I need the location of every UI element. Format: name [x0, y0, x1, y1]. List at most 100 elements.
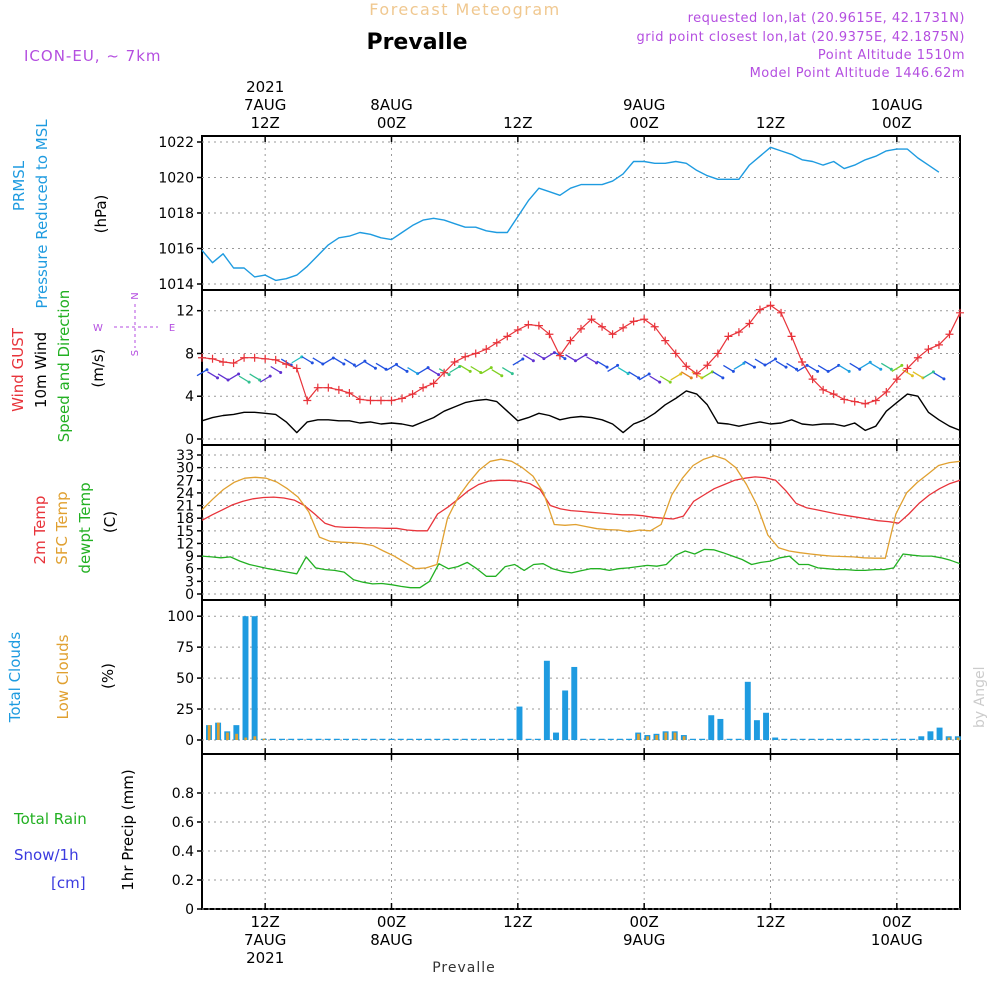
total-cloud-bar — [324, 738, 331, 740]
total-cloud-bar — [342, 738, 349, 740]
wind-direction-arrow — [775, 360, 787, 368]
y-tick-label: 8 — [185, 346, 194, 362]
wind-arrow-head — [500, 374, 504, 378]
total-cloud-bar — [242, 616, 249, 740]
bottom-time-label: 8AUG — [370, 931, 412, 949]
wind-direction-arrow — [301, 356, 313, 364]
low-cloud-bar — [226, 732, 229, 740]
wind-arrow-head — [900, 363, 904, 367]
top-time-label: 12Z — [503, 114, 532, 132]
top-time-label: 2021 — [246, 78, 284, 96]
wind-arrow-head — [373, 366, 377, 370]
wind-arrow-head — [879, 367, 883, 371]
wind-arrow-head — [795, 367, 799, 371]
total-cloud-bar — [306, 738, 313, 740]
wind-gust-marker — [345, 389, 354, 398]
total-cloud-bar — [288, 738, 295, 740]
wind-arrow-head — [679, 372, 683, 376]
total-cloud-bar — [890, 738, 897, 740]
wind-arrow-head — [889, 367, 893, 371]
wind-direction-arrow — [270, 365, 282, 374]
wind-direction-arrow — [575, 354, 587, 362]
bottom-time-label: 10AUG — [871, 931, 923, 949]
y-tick-label: 0.2 — [172, 873, 194, 889]
wind-gust-marker — [892, 375, 901, 384]
wind-arrow-head — [616, 363, 620, 367]
wind-arrow-head — [247, 380, 251, 384]
total-cloud-bar — [836, 738, 843, 740]
wind-gust-marker — [408, 390, 417, 399]
wind-arrow-head — [605, 365, 609, 369]
wind-gust-marker — [840, 395, 849, 404]
total-cloud-bar — [534, 738, 541, 740]
wind-direction-arrow — [659, 375, 671, 383]
wind-speed-direction-label: Speed and Direction — [55, 290, 73, 443]
wind-gust-marker — [461, 352, 470, 361]
wind-direction-arrow — [217, 373, 229, 381]
wind-arrow-head — [447, 373, 451, 377]
total-cloud-bar — [397, 738, 404, 740]
wind-arrow-head — [279, 371, 283, 374]
wind-arrow-head — [784, 365, 788, 369]
wind-gust-marker — [777, 308, 786, 317]
wind-arrow-head — [774, 357, 777, 361]
low-cloud-bar — [262, 738, 266, 740]
pressure-panel: 1014 1016 1018 1020 1022 — [158, 135, 961, 293]
wind-gust-marker — [661, 336, 670, 345]
wind-gust-marker — [934, 340, 943, 349]
total-cloud-bar — [872, 738, 879, 740]
y-tick-label: 15 — [176, 524, 194, 540]
wind-arrow-head — [437, 373, 441, 377]
total-cloud-bar — [553, 732, 559, 740]
total-cloud-bar — [744, 681, 751, 740]
wind-gust-marker — [787, 332, 796, 341]
total-cloud-bar — [900, 738, 907, 740]
total-cloud-bar — [562, 690, 569, 740]
wind-direction-arrow — [586, 356, 597, 364]
wind-gust-marker — [208, 354, 217, 363]
total-cloud-bar — [589, 738, 596, 740]
wind-direction-arrow — [923, 371, 934, 379]
low-cloud-bar — [947, 737, 951, 740]
wind-direction-arrow — [196, 369, 208, 377]
wind-direction-arrow — [344, 358, 355, 366]
wind-direction-arrow — [902, 369, 913, 377]
wind-direction-arrow — [828, 364, 840, 372]
pressure-units: (hPa) — [92, 195, 110, 234]
wind-gust-marker — [566, 336, 575, 345]
wind-direction-arrow — [249, 373, 260, 381]
snow-units: [cm] — [51, 874, 86, 892]
total-cloud-bar — [854, 738, 861, 740]
wind-gust-marker — [766, 301, 775, 310]
low-cloud-bar — [682, 736, 686, 740]
wind-direction-arrow — [238, 375, 250, 383]
low-cloud-bar — [646, 736, 649, 740]
total-cloud-bar — [315, 738, 322, 740]
total-cloud-bar — [753, 720, 760, 740]
wind-arrow-head — [731, 369, 735, 373]
total-cloud-bar — [333, 738, 340, 740]
wind-gust-marker — [577, 324, 585, 333]
wind-gust-marker — [429, 379, 438, 388]
wind-arrow-head — [637, 376, 641, 380]
wind-gust-marker — [692, 369, 701, 378]
wind-arrow-head — [510, 372, 514, 376]
temp-2m-label: 2m Temp — [31, 496, 49, 565]
wind-gust-marker — [903, 364, 912, 373]
wind-direction-arrow — [933, 372, 945, 380]
wind-gust-marker — [755, 305, 764, 314]
total-cloud-bar — [233, 725, 240, 740]
y-tick-label: 0.4 — [172, 844, 194, 860]
wind-direction-arrow — [291, 356, 303, 364]
temp-line-sfc — [201, 455, 961, 570]
cloud-panel: 0 25 50 75 100 — [167, 599, 961, 755]
y-tick-label: 12 — [176, 304, 194, 320]
y-tick-label: 1020 — [158, 171, 194, 187]
grid-point-coords: grid point closest lon,lat (20.9375E, 42… — [637, 30, 965, 45]
wind-gust-marker — [482, 345, 491, 354]
wind-gust-marker — [619, 323, 628, 332]
wind-gust-marker — [861, 399, 870, 408]
bottom-time-label: 12Z — [756, 913, 785, 931]
